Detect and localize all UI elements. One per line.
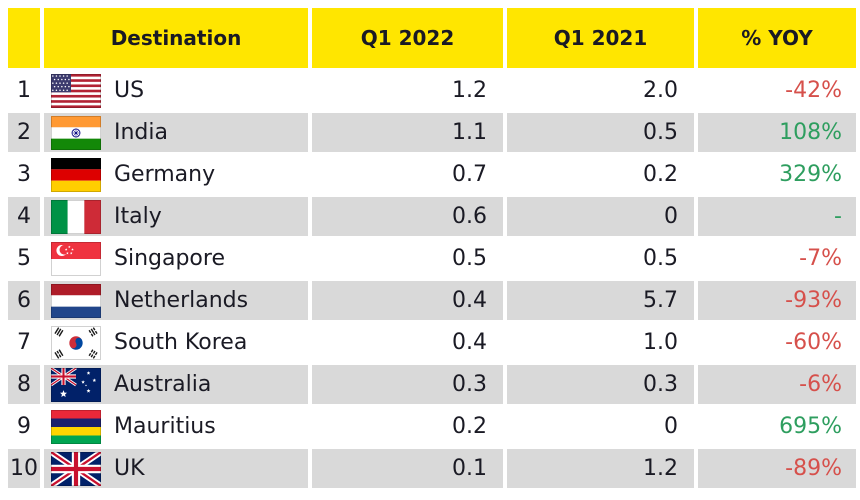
yoy-value: -60% — [698, 323, 856, 362]
q1-2022-value: 0.5 — [312, 239, 503, 278]
header-yoy-cell: % YOY — [698, 8, 856, 68]
header-q1-2021-cell: Q1 2021 — [507, 8, 694, 68]
q1-2021-value: 1.2 — [507, 449, 694, 488]
singapore-flag-icon — [51, 241, 101, 276]
country-name: Netherlands — [114, 288, 249, 313]
table-row: 8 Australia 0.3 0.3 -6% — [8, 365, 856, 404]
mauritius-flag-icon — [51, 409, 101, 444]
destination-cell: Netherlands — [44, 281, 308, 320]
table-body: 1 US 1.2 2.0 -42% 2 India 1.1 0.5 108% 3… — [8, 71, 856, 488]
destination-cell: Singapore — [44, 239, 308, 278]
header-rank-cell — [8, 8, 40, 68]
q1-2022-value: 0.6 — [312, 197, 503, 236]
country-name: India — [114, 120, 168, 145]
q1-2021-value: 0 — [507, 197, 694, 236]
table-row: 9 Mauritius 0.2 0 695% — [8, 407, 856, 446]
rank-cell: 10 — [8, 449, 40, 488]
table-header: Destination Q1 2022 Q1 2021 % YOY — [8, 8, 856, 68]
country-name: Germany — [114, 162, 216, 187]
rank-cell: 5 — [8, 239, 40, 278]
uk-flag-icon — [51, 451, 101, 486]
yoy-value: 329% — [698, 155, 856, 194]
country-name: Italy — [114, 204, 162, 229]
yoy-value: -93% — [698, 281, 856, 320]
yoy-value: 695% — [698, 407, 856, 446]
country-name: Australia — [114, 372, 212, 397]
yoy-value: -7% — [698, 239, 856, 278]
india-flag-icon — [51, 115, 101, 150]
table-row: 4 Italy 0.6 0 - — [8, 197, 856, 236]
netherlands-flag-icon — [51, 283, 101, 318]
country-name: Mauritius — [114, 414, 216, 439]
rank-cell: 4 — [8, 197, 40, 236]
rank-cell: 1 — [8, 71, 40, 110]
destination-cell: Italy — [44, 197, 308, 236]
destination-cell: Mauritius — [44, 407, 308, 446]
q1-2022-value: 0.3 — [312, 365, 503, 404]
q1-2022-value: 1.1 — [312, 113, 503, 152]
yoy-value: -42% — [698, 71, 856, 110]
rank-cell: 8 — [8, 365, 40, 404]
q1-2021-value: 0.3 — [507, 365, 694, 404]
rank-cell: 6 — [8, 281, 40, 320]
australia-flag-icon — [51, 367, 101, 402]
destination-cell: Germany — [44, 155, 308, 194]
italy-flag-icon — [51, 199, 101, 234]
q1-2022-value: 0.1 — [312, 449, 503, 488]
table-row: 7 South Korea 0.4 1.0 -60% — [8, 323, 856, 362]
us-flag-icon — [51, 73, 101, 108]
q1-2021-value: 2.0 — [507, 71, 694, 110]
q1-2022-value: 0.2 — [312, 407, 503, 446]
table-row: 6 Netherlands 0.4 5.7 -93% — [8, 281, 856, 320]
q1-2022-value: 1.2 — [312, 71, 503, 110]
q1-2021-value: 0.5 — [507, 113, 694, 152]
q1-2022-value: 0.7 — [312, 155, 503, 194]
destination-cell: South Korea — [44, 323, 308, 362]
q1-2022-value: 0.4 — [312, 281, 503, 320]
q1-2021-value: 5.7 — [507, 281, 694, 320]
country-name: Singapore — [114, 246, 225, 271]
country-name: UK — [114, 456, 145, 481]
table-row: 3 Germany 0.7 0.2 329% — [8, 155, 856, 194]
country-name: South Korea — [114, 330, 248, 355]
q1-2021-value: 0 — [507, 407, 694, 446]
q1-2022-value: 0.4 — [312, 323, 503, 362]
destination-cell: UK — [44, 449, 308, 488]
table-row: 2 India 1.1 0.5 108% — [8, 113, 856, 152]
destination-cell: India — [44, 113, 308, 152]
table-row: 1 US 1.2 2.0 -42% — [8, 71, 856, 110]
country-name: US — [114, 78, 145, 103]
rank-cell: 7 — [8, 323, 40, 362]
q1-2021-value: 0.2 — [507, 155, 694, 194]
rank-cell: 2 — [8, 113, 40, 152]
q1-2021-value: 1.0 — [507, 323, 694, 362]
yoy-value: - — [698, 197, 856, 236]
rank-cell: 9 — [8, 407, 40, 446]
yoy-value: 108% — [698, 113, 856, 152]
yoy-value: -6% — [698, 365, 856, 404]
table-row: 5 Singapore 0.5 0.5 -7% — [8, 239, 856, 278]
destination-cell: US — [44, 71, 308, 110]
q1-2021-value: 0.5 — [507, 239, 694, 278]
header-q1-2022-cell: Q1 2022 — [312, 8, 503, 68]
header-destination-cell: Destination — [44, 8, 308, 68]
south-korea-flag-icon — [51, 325, 101, 360]
rank-cell: 3 — [8, 155, 40, 194]
yoy-value: -89% — [698, 449, 856, 488]
destinations-table: Destination Q1 2022 Q1 2021 % YOY 1 US 1… — [8, 8, 856, 491]
table-row: 10 UK 0.1 1.2 -89% — [8, 449, 856, 488]
germany-flag-icon — [51, 157, 101, 192]
destination-cell: Australia — [44, 365, 308, 404]
